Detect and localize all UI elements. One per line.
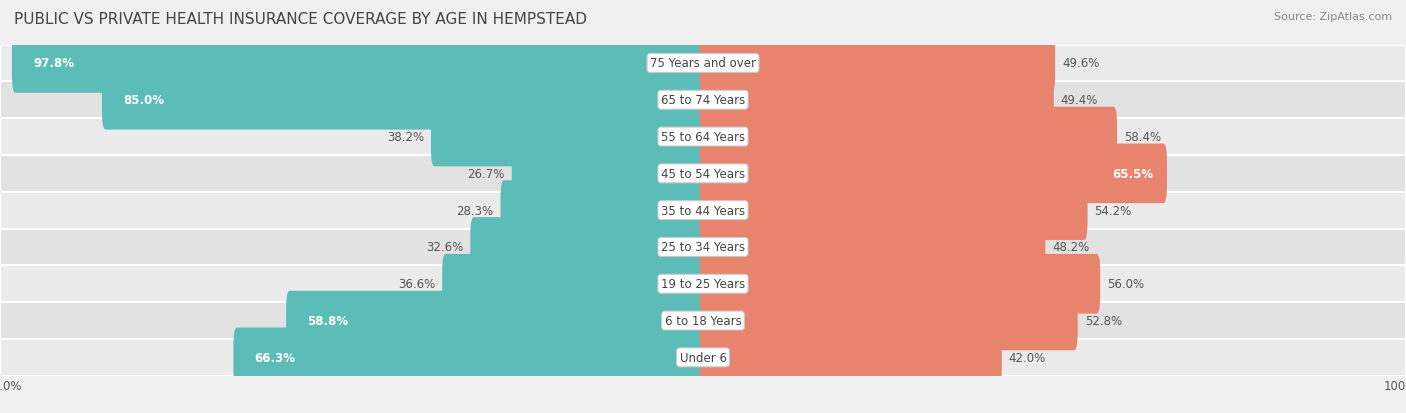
Text: 54.2%: 54.2% <box>1094 204 1132 217</box>
FancyBboxPatch shape <box>13 34 707 93</box>
Bar <box>0 302 1406 339</box>
FancyBboxPatch shape <box>700 144 1167 204</box>
FancyBboxPatch shape <box>430 107 707 167</box>
FancyBboxPatch shape <box>233 328 707 387</box>
Text: 45 to 54 Years: 45 to 54 Years <box>661 167 745 180</box>
Text: 42.0%: 42.0% <box>1010 351 1046 364</box>
FancyBboxPatch shape <box>700 71 1054 130</box>
Text: 38.2%: 38.2% <box>387 131 425 144</box>
Text: Under 6: Under 6 <box>679 351 727 364</box>
Text: 28.3%: 28.3% <box>457 204 494 217</box>
FancyBboxPatch shape <box>101 71 707 130</box>
Text: 85.0%: 85.0% <box>124 94 165 107</box>
Bar <box>0 156 1406 192</box>
Text: 19 to 25 Years: 19 to 25 Years <box>661 278 745 290</box>
FancyBboxPatch shape <box>441 254 707 314</box>
FancyBboxPatch shape <box>512 144 707 204</box>
Text: 56.0%: 56.0% <box>1108 278 1144 290</box>
Text: 55 to 64 Years: 55 to 64 Years <box>661 131 745 144</box>
Text: 49.4%: 49.4% <box>1062 94 1098 107</box>
FancyBboxPatch shape <box>700 181 1088 240</box>
Text: 35 to 44 Years: 35 to 44 Years <box>661 204 745 217</box>
Text: 66.3%: 66.3% <box>254 351 295 364</box>
Bar <box>0 119 1406 156</box>
Text: Source: ZipAtlas.com: Source: ZipAtlas.com <box>1274 12 1392 22</box>
Text: PUBLIC VS PRIVATE HEALTH INSURANCE COVERAGE BY AGE IN HEMPSTEAD: PUBLIC VS PRIVATE HEALTH INSURANCE COVER… <box>14 12 588 27</box>
Bar <box>0 339 1406 376</box>
FancyBboxPatch shape <box>700 254 1099 314</box>
Text: 49.6%: 49.6% <box>1063 57 1099 70</box>
Text: 75 Years and over: 75 Years and over <box>650 57 756 70</box>
Text: 97.8%: 97.8% <box>32 57 75 70</box>
FancyBboxPatch shape <box>700 291 1078 351</box>
FancyBboxPatch shape <box>700 107 1118 167</box>
Bar <box>0 82 1406 119</box>
FancyBboxPatch shape <box>470 218 707 277</box>
Text: 36.6%: 36.6% <box>398 278 436 290</box>
Bar <box>0 45 1406 82</box>
FancyBboxPatch shape <box>501 181 707 240</box>
Text: 6 to 18 Years: 6 to 18 Years <box>665 314 741 327</box>
Text: 32.6%: 32.6% <box>426 241 464 254</box>
Text: 25 to 34 Years: 25 to 34 Years <box>661 241 745 254</box>
Text: 65.5%: 65.5% <box>1112 167 1153 180</box>
FancyBboxPatch shape <box>287 291 707 351</box>
Text: 58.8%: 58.8% <box>308 314 349 327</box>
Text: 52.8%: 52.8% <box>1085 314 1122 327</box>
Bar <box>0 266 1406 302</box>
FancyBboxPatch shape <box>700 328 1002 387</box>
Text: 65 to 74 Years: 65 to 74 Years <box>661 94 745 107</box>
FancyBboxPatch shape <box>700 34 1054 93</box>
Text: 48.2%: 48.2% <box>1052 241 1090 254</box>
Text: 26.7%: 26.7% <box>467 167 505 180</box>
Bar <box>0 229 1406 266</box>
Text: 58.4%: 58.4% <box>1125 131 1161 144</box>
Bar <box>0 192 1406 229</box>
FancyBboxPatch shape <box>700 218 1046 277</box>
